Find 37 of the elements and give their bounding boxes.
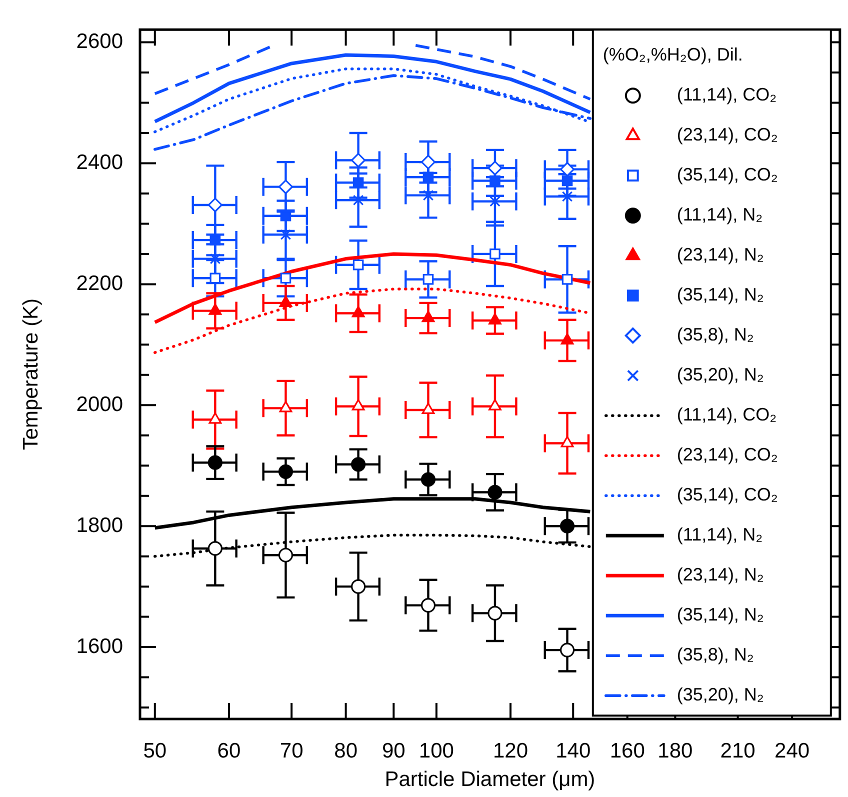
y-tick-label: 1800 [76,514,123,537]
x-tick-label: 210 [720,739,756,762]
y-tick-label: 2000 [76,392,123,416]
legend-label: (35,8), N₂ [676,324,754,345]
y-axis-title: Temperature (K) [19,298,42,450]
legend-label: (11,14), N₂ [676,524,763,545]
x-axis-title: Particle Diameter (μm) [384,768,596,792]
x-tick-label: 180 [658,739,693,762]
x-tick-label: 120 [492,739,528,762]
x-tick-label: 90 [382,739,406,762]
legend-label: (23,14), CO₂ [676,124,778,145]
x-tick-label: 50 [143,739,167,762]
y-tick-label: 2600 [76,30,123,54]
x-tick-label: 140 [556,739,591,762]
legend-label: (35,8), N₂ [676,644,754,665]
x-tick-label: 240 [774,739,810,762]
y-tick-label: 2400 [76,151,123,174]
y-tick-label: 2200 [76,272,123,295]
legend-label: (23,14), N₂ [676,564,764,585]
legend-label: (35,14), CO₂ [676,164,778,185]
x-tick-label: 100 [418,739,454,762]
legend-label: (35,20), N₂ [676,364,764,385]
x-tick-label: 70 [280,739,304,762]
x-tick-label: 160 [610,739,645,762]
legend-label: (35,14), CO₂ [676,484,778,505]
legend-label: (35,20), N₂ [676,684,764,705]
legend-title: (%O₂,%H₂O), Dil. [602,44,743,65]
y-tick-label: 1600 [76,634,123,658]
legend-label: (23,14), CO₂ [676,444,778,465]
legend-label: (11,14), N₂ [676,204,763,225]
legend-label: (11,14), CO₂ [676,84,777,105]
legend-label: (23,14), N₂ [676,244,764,265]
legend-label: (35,14), N₂ [676,604,764,625]
legend-label: (35,14), N₂ [676,284,764,305]
x-tick-label: 80 [334,739,358,762]
x-tick-label: 60 [217,739,241,762]
legend-label: (11,14), CO₂ [676,404,777,425]
